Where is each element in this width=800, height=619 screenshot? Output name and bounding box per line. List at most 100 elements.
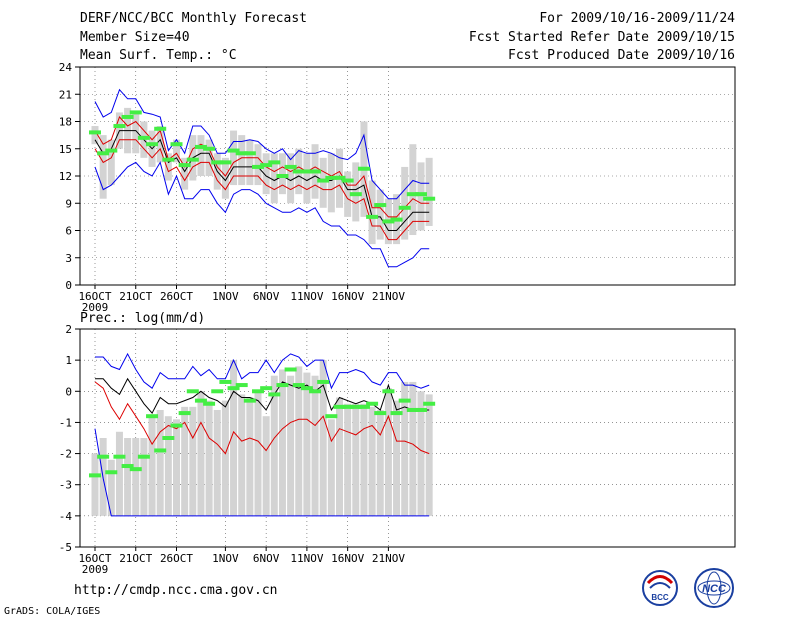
- observed-marker: [317, 178, 330, 183]
- observed-marker: [325, 175, 338, 180]
- grads-credit: GrADS: COLA/IGES: [4, 606, 101, 617]
- member-range-box: [181, 406, 189, 516]
- bcc-logo: BCC: [642, 570, 678, 606]
- member-range-box: [303, 372, 311, 516]
- observed-marker: [309, 169, 322, 174]
- x-year-label: 2009: [82, 563, 109, 576]
- x-tick-label: 1NOV: [212, 552, 239, 565]
- observed-marker: [382, 389, 395, 394]
- member-range-box: [409, 144, 417, 236]
- observed-marker: [309, 389, 322, 394]
- member-range-box: [246, 139, 254, 186]
- observed-marker: [203, 146, 216, 151]
- observed-marker: [154, 448, 167, 453]
- y-tick-label: -4: [59, 510, 73, 523]
- observed-marker: [382, 219, 395, 224]
- plot-frame: [79, 328, 736, 548]
- x-tick-label: 16OCT: [78, 290, 111, 303]
- member-range-box: [156, 409, 164, 516]
- observed-marker: [121, 464, 134, 469]
- member-range-box: [230, 130, 238, 186]
- y-tick-label: 0: [65, 279, 72, 292]
- observed-marker: [194, 398, 207, 403]
- member-range-box: [311, 375, 319, 516]
- ncc-logo-text: NCC: [702, 583, 727, 595]
- observed-marker: [121, 114, 134, 119]
- series-mean-line: [95, 377, 430, 414]
- x-tick-label: 1NOV: [212, 290, 239, 303]
- member-range-box: [181, 157, 189, 190]
- observed-marker: [423, 401, 436, 406]
- member-range-box: [91, 126, 99, 145]
- observed-marker: [398, 205, 411, 210]
- observed-marker: [357, 404, 370, 409]
- source-url[interactable]: http://cmdp.ncc.cma.gov.cn: [74, 583, 278, 598]
- member-range-box: [148, 416, 156, 516]
- observed-marker: [89, 130, 101, 135]
- y-tick-label: 6: [65, 225, 72, 238]
- observed-marker: [113, 124, 126, 129]
- observed-marker: [366, 214, 379, 219]
- member-range-box: [384, 388, 392, 516]
- x-tick-label: 21OCT: [119, 290, 152, 303]
- x-tick-label: 21NOV: [372, 552, 405, 565]
- series-upper-spread-line: [94, 116, 430, 218]
- observed-marker: [170, 142, 183, 147]
- observed-marker: [415, 407, 427, 412]
- observed-marker: [341, 178, 354, 183]
- observed-marker: [105, 148, 118, 153]
- observed-marker: [227, 386, 240, 391]
- observed-marker: [178, 163, 191, 168]
- member-range-box: [254, 391, 262, 516]
- member-range-box: [107, 459, 115, 516]
- precipitation-panel: -5 -4 -3 -2 -1 0 1 2 16OCT 21OCT 26OCT 1NOV 6NOV 11NO…: [59, 323, 736, 576]
- y-tick-label: 9: [65, 197, 72, 210]
- temperature-panel: 0 3 6 9 12 15 18 21 24 16OCT 21OCT 26OCT 1NOV 6NOV 11N…: [59, 61, 736, 314]
- x-tick-label: 21NOV: [372, 290, 405, 303]
- member-range-box: [376, 409, 384, 516]
- member-range-box: [254, 144, 262, 186]
- observed-marker: [390, 217, 403, 222]
- member-range-box: [409, 381, 417, 516]
- observed-marker: [333, 404, 346, 409]
- observed-marker: [252, 164, 264, 169]
- y-tick-label: -1: [59, 416, 72, 429]
- member-range-box: [401, 166, 409, 240]
- member-range-box: [262, 416, 270, 516]
- member-range-box: [221, 400, 229, 516]
- x-tick-label: 26OCT: [160, 552, 193, 565]
- y-tick-label: 12: [59, 170, 72, 183]
- observed-marker: [178, 411, 191, 416]
- member-range-box: [278, 369, 286, 516]
- member-range-box: [352, 162, 360, 222]
- member-range-box: [401, 381, 409, 516]
- y-tick-label: -3: [59, 479, 72, 492]
- member-range-box: [319, 157, 327, 208]
- prec-panel-title: Prec.: log(mm/d): [80, 311, 206, 326]
- member-range-box: [205, 400, 213, 516]
- y-tick-label: 21: [59, 88, 72, 101]
- member-range-box: [132, 112, 140, 154]
- observed-marker: [276, 174, 289, 178]
- member-range-box: [221, 157, 229, 199]
- member-range-box: [319, 360, 327, 516]
- observed-marker: [235, 383, 248, 388]
- member-range-box: [238, 135, 246, 186]
- observed-marker: [366, 401, 379, 406]
- observed-marker: [137, 135, 150, 140]
- observed-marker: [243, 151, 256, 156]
- y-tick-label: 0: [65, 385, 72, 398]
- member-size: Member Size=40: [80, 30, 190, 45]
- observed-marker: [97, 454, 110, 459]
- y-tick-label: 24: [59, 61, 73, 74]
- member-range-box: [197, 391, 205, 516]
- observed-marker: [162, 436, 175, 440]
- observed-marker: [162, 157, 175, 162]
- observed-marker: [390, 411, 403, 416]
- observed-marker: [341, 404, 354, 409]
- observed-marker: [284, 164, 297, 169]
- series-upper-line: [94, 88, 430, 200]
- member-range-box: [213, 409, 221, 516]
- observed-marker: [398, 398, 411, 403]
- member-range-box: [278, 153, 286, 195]
